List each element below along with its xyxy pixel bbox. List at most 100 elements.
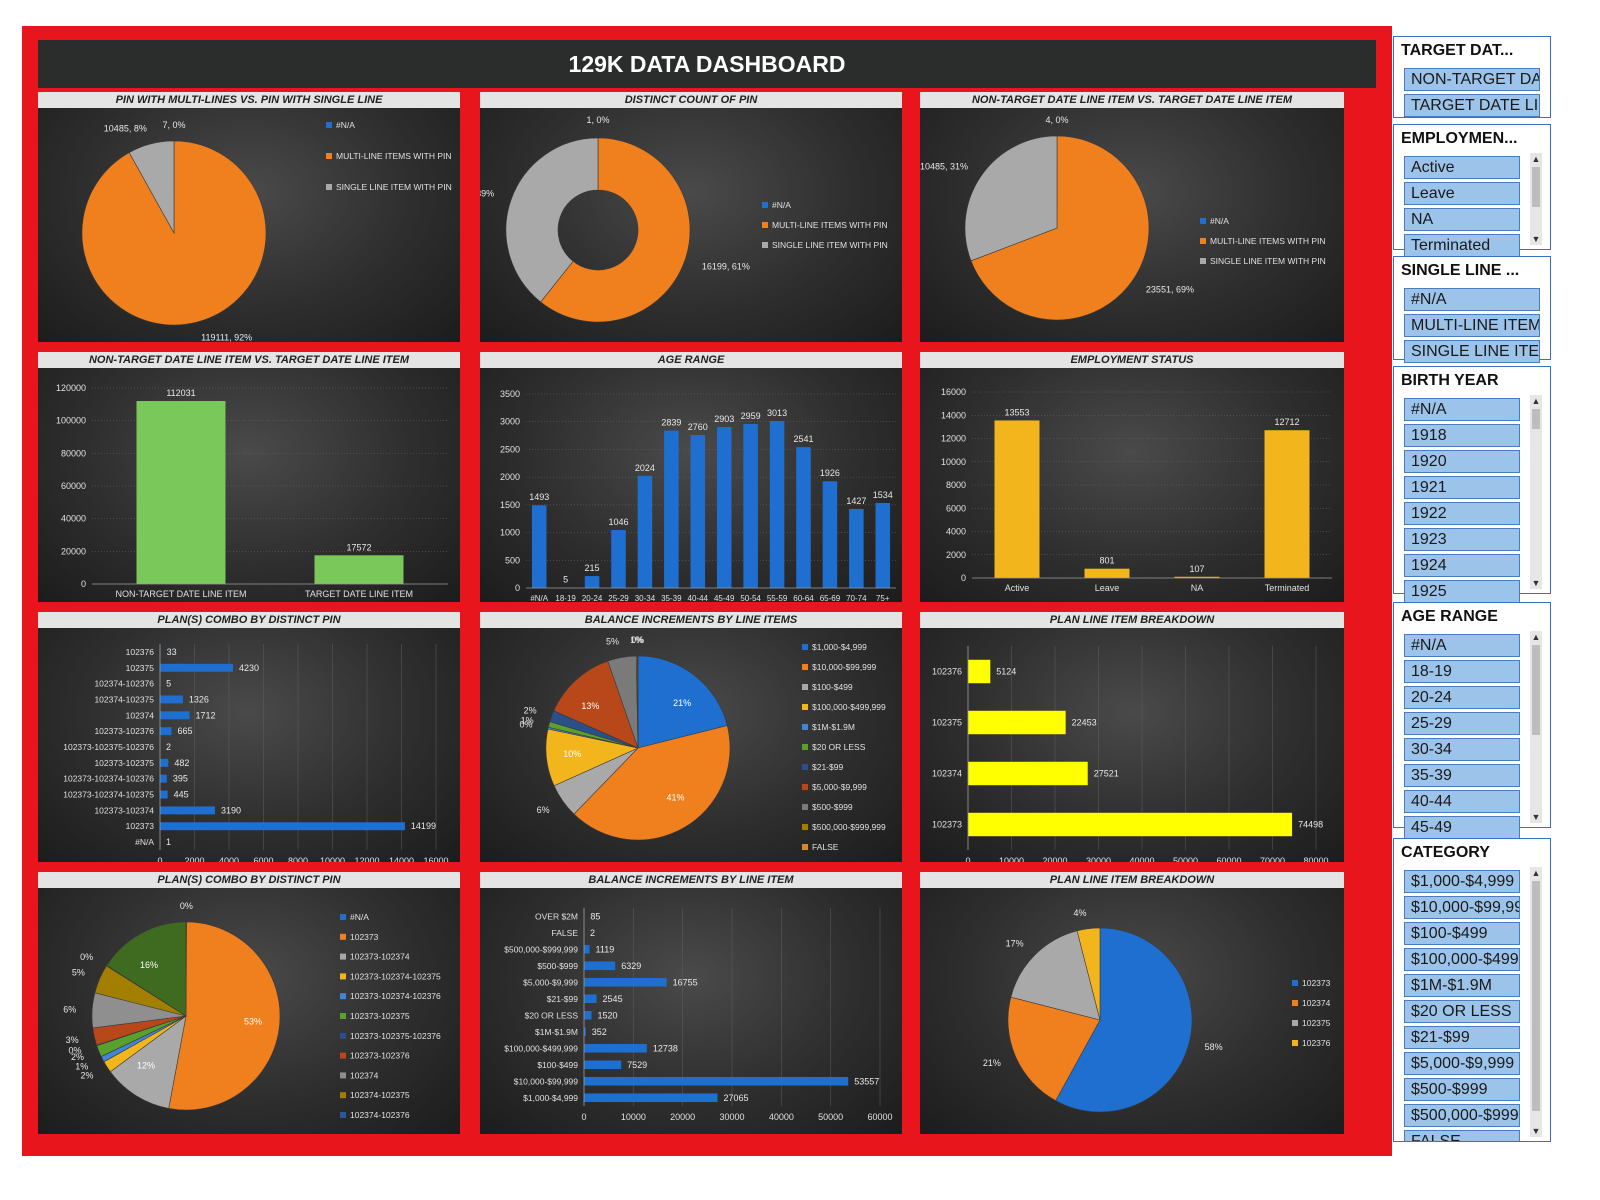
data-label: 12% [137,1060,155,1070]
bar [314,555,404,584]
panel-title: BALANCE INCREMENTS BY LINE ITEM [480,872,902,888]
y-tick-label: 120000 [56,383,86,393]
slicer-item[interactable]: $10,000-$99,999 [1404,896,1520,919]
slicer-item[interactable]: Terminated [1404,234,1520,257]
scroll-down-icon[interactable]: ▼ [1531,578,1541,588]
y-tick-label: 6000 [946,503,966,513]
slicer-item[interactable]: 20-24 [1404,686,1520,709]
slicer-item[interactable]: TARGET DATE LIN... [1404,94,1540,117]
pie-slice [128,140,175,235]
slicer-item[interactable]: Active [1404,156,1520,179]
slicer-item[interactable]: $21-$99 [1404,1026,1520,1049]
y-tick-label: 2000 [500,472,520,482]
slicer-item[interactable]: $500-$999 [1404,1078,1520,1101]
legend-swatch [326,184,332,190]
slicer-item[interactable]: $1M-$1.9M [1404,974,1520,997]
scroll-up-icon[interactable]: ▲ [1531,632,1541,642]
slicer-item[interactable]: 1921 [1404,476,1520,499]
slicer-item[interactable]: Leave [1404,182,1520,205]
legend-swatch [762,222,768,228]
slicer-scrollbar[interactable]: ▲ ▼ [1530,153,1542,245]
data-label: 2% [524,706,537,716]
slicer-item[interactable]: #N/A [1404,634,1520,657]
scroll-up-icon[interactable]: ▲ [1531,154,1541,164]
x-tick-label: 0 [581,1112,586,1122]
scroll-thumb[interactable] [1532,881,1540,1111]
slicer-item[interactable]: 45-49 [1404,816,1520,839]
slicer-scrollbar[interactable]: ▲ ▼ [1530,395,1542,589]
slicer-item[interactable]: $100,000-$499... [1404,948,1520,971]
slicer-item[interactable]: 1923 [1404,528,1520,551]
donut-chart-distinct-pin: 1, 0% 16199, 61% 10485, 39% #N/A MULTI-LINE … [480,115,888,323]
slicer-item[interactable]: $500,000-$999... [1404,1104,1520,1127]
y-tick-label: 1500 [500,500,520,510]
slicer-category: CATEGORY $1,000-$4,999 $10,000-$99,999 $… [1393,838,1551,1142]
slicer-item[interactable]: NA [1404,208,1520,231]
scroll-down-icon[interactable]: ▼ [1531,1126,1541,1136]
bar [875,502,891,588]
slicer-item[interactable]: 1918 [1404,424,1520,447]
slicer-item[interactable]: 25-29 [1404,712,1520,735]
bar-value-label: 352 [592,1027,607,1037]
legend-swatch [340,1052,346,1059]
slicer-scrollbar[interactable]: ▲ ▼ [1530,631,1542,823]
scroll-down-icon[interactable]: ▼ [1531,234,1541,244]
slicer-scrollbar[interactable]: ▲ ▼ [1530,867,1542,1137]
pie-slice [1076,927,1101,1021]
slicer-item[interactable]: $20 OR LESS [1404,1000,1520,1023]
x-tick-label: 14000 [389,856,414,862]
slicer-item[interactable]: 1925 [1404,580,1520,603]
slicer-item[interactable]: 1924 [1404,554,1520,577]
x-tick-label: 8000 [288,856,308,862]
scroll-thumb[interactable] [1532,409,1540,429]
scroll-up-icon[interactable]: ▲ [1531,396,1541,406]
slicer-item[interactable]: SINGLE LINE ITE... [1404,340,1540,363]
legend-swatch [340,1112,346,1118]
slicer-item[interactable]: 35-39 [1404,764,1520,787]
bar-value-label: 2545 [603,994,623,1004]
bar [796,447,811,588]
slicer-item[interactable]: MULTI-LINE ITEM... [1404,314,1540,337]
slicer-item[interactable]: 18-19 [1404,660,1520,683]
y-tick-label: $21-$99 [547,994,578,1004]
slicer-item[interactable]: 30-34 [1404,738,1520,761]
panel-plan-line-item-bars: PLAN LINE ITEM BREAKDOWN 0 10000 20000 3000… [920,612,1344,862]
y-tick-label: 0 [515,583,520,593]
bar-value-label: 3013 [767,408,787,418]
bar [769,420,785,588]
slicer-item[interactable]: #N/A [1404,398,1520,421]
scroll-thumb[interactable] [1532,645,1540,735]
legend-label: 102374-102376 [350,1110,410,1120]
scroll-down-icon[interactable]: ▼ [1531,812,1541,822]
slicer-item[interactable]: 1922 [1404,502,1520,525]
bar-value-label: 12712 [1274,417,1299,427]
data-label: 2% [80,1071,93,1081]
data-label: 0% [68,1045,81,1055]
x-tick-label: TARGET DATE LINE ITEM [305,589,413,599]
pie-slice [1007,996,1101,1102]
pie-chart-balance-increments: 21%41%6%10%0%1%2% 13%5% 1%0%$1,000-$4,999$… [520,635,886,852]
legend-label: MULTI-LINE ITEMS WITH PIN [336,151,452,161]
pie-slice [553,660,639,749]
scroll-up-icon[interactable]: ▲ [1531,868,1541,878]
slicer-item[interactable]: FALSE [1404,1130,1520,1141]
bar [584,1076,849,1086]
y-tick-label: 16000 [941,387,966,397]
y-tick-label: #N/A [135,837,154,847]
slicer-item[interactable]: 1920 [1404,450,1520,473]
slicer-item[interactable]: $1,000-$4,999 [1404,870,1520,893]
pie-chart-pin-lines: 7, 0% 119111, 92% 10485, 8% #N/A MULTI-LINE … [81,120,452,342]
slicer-item[interactable]: NON-TARGET DA... [1404,68,1540,91]
legend-label: 102376 [1302,1038,1331,1048]
scroll-thumb[interactable] [1532,167,1540,207]
slicer-item[interactable]: $5,000-$9,999 [1404,1052,1520,1075]
slicer-item[interactable]: #N/A [1404,288,1540,311]
slicer-item[interactable]: 40-44 [1404,790,1520,813]
bar-value-label: 33 [167,647,177,657]
bar [584,1043,647,1053]
legend-label: MULTI-LINE ITEMS WITH PIN [1210,236,1326,246]
bar-value-label: 13553 [1004,407,1029,417]
x-tick-label: 30000 [1086,856,1111,862]
slicer-item[interactable]: $100-$499 [1404,922,1520,945]
y-tick-label: 8000 [946,480,966,490]
